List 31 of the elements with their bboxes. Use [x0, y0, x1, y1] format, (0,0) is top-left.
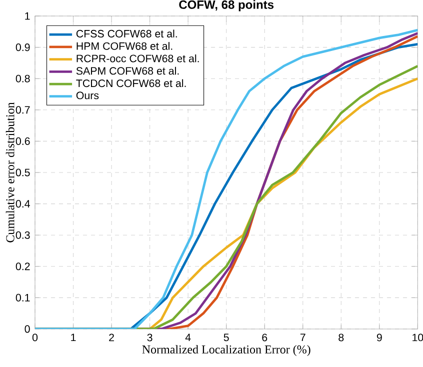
x-tick-label: 10	[412, 334, 423, 342]
y-tick-label: 1	[25, 12, 30, 20]
legend-label: HPM COFW68 et al.	[76, 42, 172, 50]
chart-title: COFW, 68 points	[179, 0, 274, 12]
legend-label: SAPM COFW68 et al.	[76, 66, 179, 75]
y-tick-label: 0.9	[16, 44, 30, 52]
x-tick-label: 3	[147, 334, 152, 342]
legend-label: TCDCN COFW68 et al.	[76, 79, 186, 88]
y-tick-label: 0.7	[16, 106, 30, 114]
x-tick-label: 5	[224, 334, 229, 342]
legend-label: Ours	[76, 92, 99, 100]
y-tick-label: 0.3	[16, 231, 30, 239]
y-tick-label: 0.2	[16, 262, 30, 270]
y-tick-label: 0.1	[16, 294, 30, 302]
x-axis-title: Normalized Localization Error (%)	[142, 345, 310, 356]
y-tick-label: 0.5	[16, 168, 30, 176]
x-tick-label: 6	[262, 334, 268, 342]
y-axis-title: Cumulative error distribution	[6, 102, 14, 242]
x-tick-label: 2	[109, 334, 114, 342]
y-tick-label: 0.6	[16, 137, 30, 145]
y-tick-label: 0.8	[16, 74, 30, 82]
y-tick-label: 0.4	[16, 200, 30, 208]
x-tick-label: 7	[300, 334, 306, 342]
legend-label: RCPR-occ COFW68 et al.	[76, 54, 199, 62]
x-tick-label: 0	[32, 334, 38, 342]
x-tick-label: 9	[376, 334, 382, 342]
legend-label: CFSS COFW68 et al.	[76, 30, 177, 38]
x-tick-label: 1	[71, 334, 76, 342]
x-tick-label: 4	[185, 334, 191, 342]
x-tick-label: 8	[338, 334, 344, 342]
y-tick-label: 0	[24, 325, 30, 333]
